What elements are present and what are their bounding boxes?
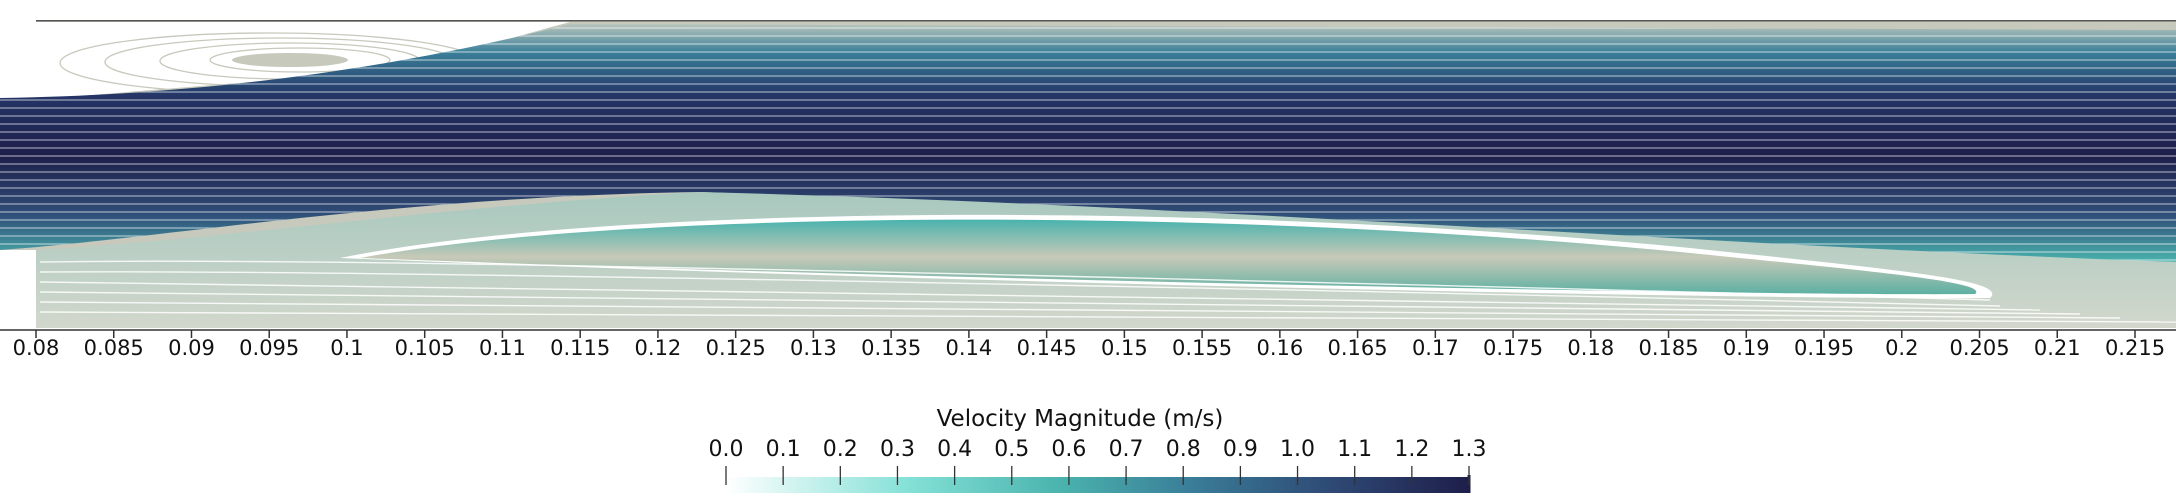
colorbar-tick-label: 0.6 xyxy=(1051,437,1086,462)
x-tick-label: 0.14 xyxy=(946,336,993,360)
colorbar-tick-label: 0.5 xyxy=(994,437,1029,462)
x-tick-label: 0.135 xyxy=(861,336,921,360)
colorbar-tick-label: 0.9 xyxy=(1223,437,1258,462)
x-tick-label: 0.15 xyxy=(1101,336,1148,360)
colorbar-tick-label: 0.8 xyxy=(1166,437,1201,462)
upper-vortex-core xyxy=(232,53,348,67)
x-tick-label: 0.095 xyxy=(239,336,299,360)
x-tick-label: 0.21 xyxy=(2034,336,2081,360)
x-tick-label: 0.105 xyxy=(395,336,455,360)
colorbar-tick-label: 1.2 xyxy=(1394,437,1429,462)
x-tick-label: 0.205 xyxy=(1949,336,2009,360)
inlet-wall-upper xyxy=(0,20,36,98)
x-tick-label: 0.115 xyxy=(550,336,610,360)
colorbar-tick-label: 0.2 xyxy=(823,437,858,462)
x-tick-label: 0.175 xyxy=(1483,336,1543,360)
colorbar-tick-label: 0.4 xyxy=(937,437,972,462)
x-tick-label: 0.085 xyxy=(84,336,144,360)
x-tick-label: 0.165 xyxy=(1328,336,1388,360)
colorbar-tick-label: 0.7 xyxy=(1109,437,1144,462)
lower-bubble xyxy=(360,219,1977,295)
colorbar-tick-label: 0.3 xyxy=(880,437,915,462)
domain-top-wall xyxy=(36,20,2176,22)
colorbar-tick-label: 1.3 xyxy=(1452,437,1487,462)
colorbar-ticks: 0.0 0.1 0.2 0.3 0.4 0.5 0.6 0.7 0.8 0.9 1.0 1.1 1.2 1… xyxy=(709,437,1487,485)
x-tick-label: 0.125 xyxy=(706,336,766,360)
x-tick-label: 0.195 xyxy=(1794,336,1854,360)
x-tick-label: 0.185 xyxy=(1638,336,1698,360)
x-tick-label: 0.11 xyxy=(479,336,526,360)
colorbar-tick-label: 1.0 xyxy=(1280,437,1315,462)
x-tick-label: 0.1 xyxy=(330,336,363,360)
colorbar-gradient xyxy=(726,477,1470,493)
colorbar: Velocity Magnitude (m/s) 0.0 0.1 0.2 0.3 0.4… xyxy=(709,406,1487,493)
x-tick-label: 0.09 xyxy=(168,336,215,360)
x-tick-label: 0.13 xyxy=(790,336,837,360)
core-jet-streamlines xyxy=(0,24,2176,262)
x-tick-label: 0.2 xyxy=(1885,336,1918,360)
x-tick-label: 0.155 xyxy=(1172,336,1232,360)
x-tick-label: 0.12 xyxy=(635,336,682,360)
colorbar-tick-label: 0.0 xyxy=(709,437,744,462)
x-tick-label: 0.19 xyxy=(1723,336,1770,360)
x-axis: 0.08 0.085 0.09 0.095 0.1 0.105 0.11 0.115 0.12 0… xyxy=(0,329,2176,360)
x-tick-label: 0.215 xyxy=(2105,336,2165,360)
x-tick-label: 0.17 xyxy=(1412,336,1459,360)
inlet-wall-lower xyxy=(0,250,36,328)
x-tick-label: 0.145 xyxy=(1017,336,1077,360)
x-tick-label: 0.18 xyxy=(1567,336,1614,360)
flow-domain xyxy=(0,20,2176,328)
colorbar-tick-label: 0.1 xyxy=(766,437,801,462)
colorbar-tick-label: 1.1 xyxy=(1337,437,1372,462)
x-tick-label: 0.08 xyxy=(13,336,60,360)
colorbar-title: Velocity Magnitude (m/s) xyxy=(937,406,1224,432)
x-tick-label: 0.16 xyxy=(1256,336,1303,360)
